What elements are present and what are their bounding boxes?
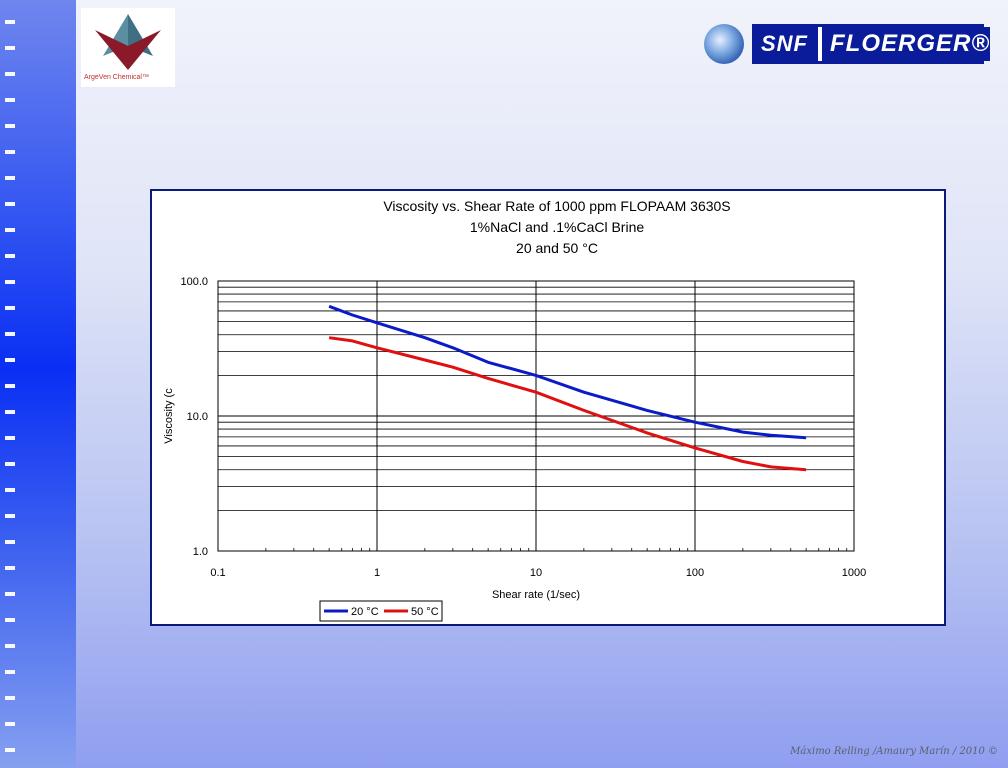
sidebar-dash-pattern [5,0,15,768]
x-tick-label: 100 [686,567,704,579]
plot-area-border [217,280,855,552]
left-sidebar-bar [0,0,76,768]
legend-box [319,600,443,622]
viscosity-chart: Viscosity vs. Shear Rate of 1000 ppm FLO… [163,198,866,622]
x-tick-label: 10 [530,567,542,579]
chart-title-line: 20 and 50 °C [516,240,598,256]
y-axis-label: Viscosity (c [163,388,175,444]
floerger-logo-text: FLOERGER® [822,27,991,61]
argeven-logo [81,8,175,87]
x-axis-label: Shear rate (1/sec) [492,589,580,601]
y-tick-label: 1.0 [193,546,208,558]
y-tick-label: 100.0 [180,276,208,288]
y-tick-label: 10.0 [187,411,208,423]
globe-icon [704,24,744,64]
x-tick-label: 1000 [842,567,866,579]
snf-floerger-logo: SNF FLOERGER® [752,24,991,64]
chart-panel: Viscosity vs. Shear Rate of 1000 ppm FLO… [150,189,946,626]
x-tick-label: 0.1 [210,567,225,579]
footer-credit: Máximo Relling /Amaury Marín / 2010 © [790,746,998,757]
series-line-50c [328,336,807,472]
legend-label: 50 °C [411,606,439,618]
argeven-logo-text: ArgeVen Chemical™ [84,74,149,81]
series-line-20c [328,304,807,440]
x-tick-label: 1 [374,567,380,579]
chart-title-line: 1%NaCl and .1%CaCl Brine [470,219,645,235]
legend-label: 20 °C [351,606,379,618]
snf-logo-text: SNF [755,27,818,61]
chart-title-line: Viscosity vs. Shear Rate of 1000 ppm FLO… [383,198,730,214]
